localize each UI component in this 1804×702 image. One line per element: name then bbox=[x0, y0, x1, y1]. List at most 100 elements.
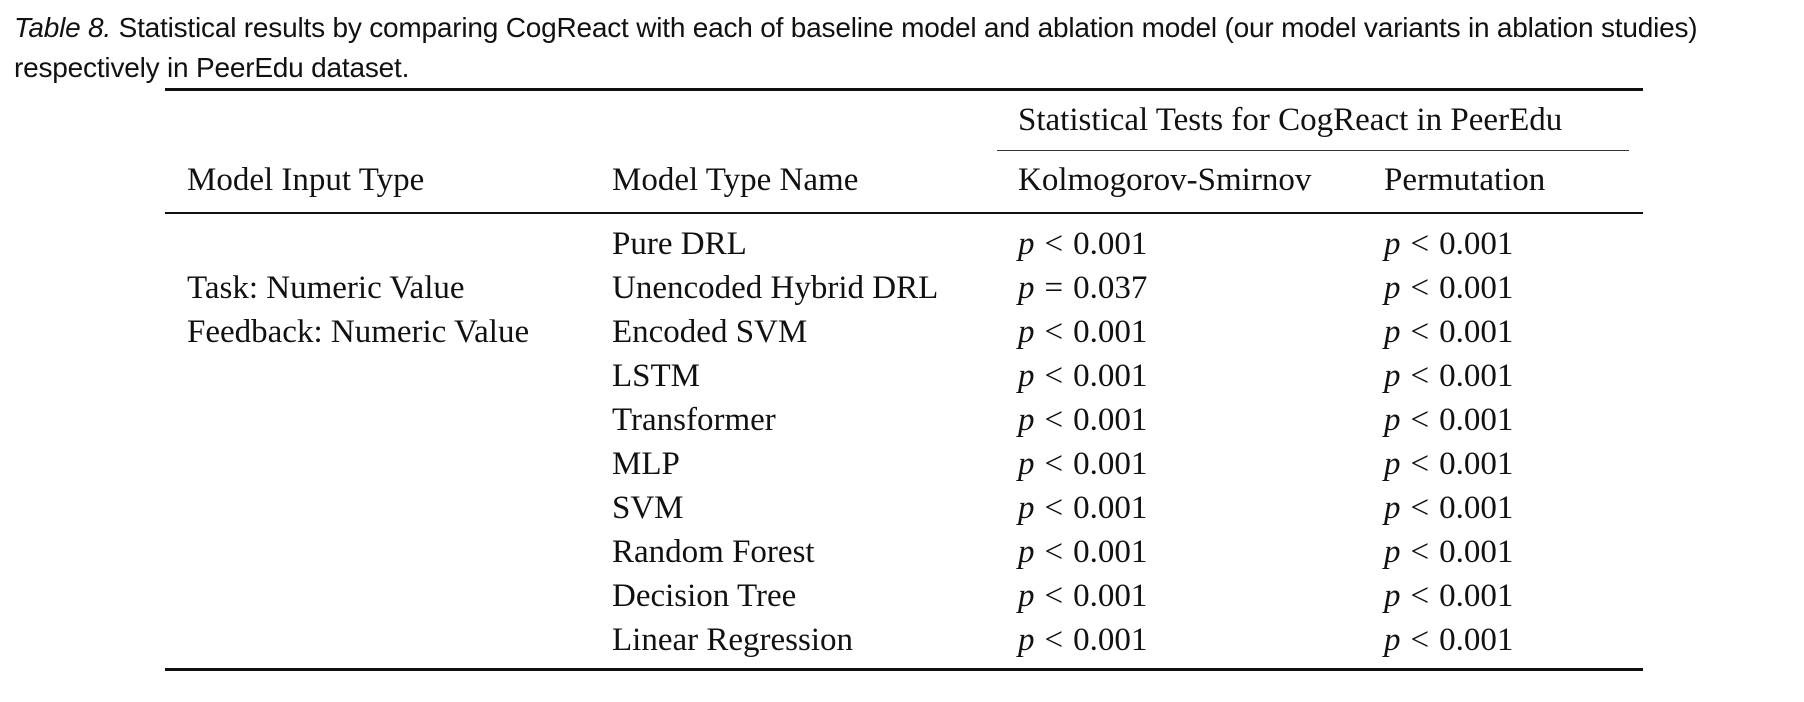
p-symbol: p bbox=[1018, 358, 1035, 394]
p-value-number: 0.001 bbox=[1439, 358, 1514, 394]
kolmogorov-smirnov-value: p <0.001 bbox=[1018, 488, 1147, 528]
kolmogorov-smirnov-value: p <0.001 bbox=[1018, 224, 1147, 264]
p-value-number: 0.037 bbox=[1073, 270, 1148, 306]
table-row: SVM p <0.001 p <0.001 bbox=[165, 488, 1643, 532]
relation-symbol: < bbox=[1044, 622, 1064, 658]
model-type-name: Encoded SVM bbox=[612, 314, 808, 350]
p-symbol: p bbox=[1384, 446, 1401, 482]
model-type-name: Linear Regression bbox=[612, 622, 854, 658]
table-row: LSTM p <0.001 p <0.001 bbox=[165, 356, 1643, 400]
permutation-value: p <0.001 bbox=[1384, 268, 1513, 308]
p-symbol: p bbox=[1384, 490, 1401, 526]
relation-symbol: < bbox=[1410, 226, 1430, 262]
p-value-number: 0.001 bbox=[1073, 578, 1148, 614]
header-model-type-name: Model Type Name bbox=[612, 162, 859, 198]
table-top-rule bbox=[165, 88, 1643, 91]
p-symbol: p bbox=[1384, 270, 1401, 306]
permutation-value: p <0.001 bbox=[1384, 576, 1513, 616]
relation-symbol: = bbox=[1044, 270, 1064, 306]
model-type-name: SVM bbox=[612, 490, 684, 526]
caption-text: Statistical results by comparing CogReac… bbox=[14, 12, 1698, 83]
caption-label: Table 8. bbox=[14, 12, 112, 43]
permutation-value: p <0.001 bbox=[1384, 356, 1513, 396]
p-value-number: 0.001 bbox=[1073, 358, 1148, 394]
p-value-number: 0.001 bbox=[1439, 446, 1514, 482]
permutation-value: p <0.001 bbox=[1384, 224, 1513, 264]
p-value-number: 0.001 bbox=[1073, 446, 1148, 482]
p-value-number: 0.001 bbox=[1439, 578, 1514, 614]
p-value-number: 0.001 bbox=[1073, 226, 1148, 262]
relation-symbol: < bbox=[1044, 358, 1064, 394]
p-symbol: p bbox=[1384, 578, 1401, 614]
column-group-rule bbox=[997, 150, 1629, 151]
p-symbol: p bbox=[1018, 534, 1035, 570]
p-value-number: 0.001 bbox=[1439, 270, 1514, 306]
relation-symbol: < bbox=[1410, 622, 1430, 658]
p-symbol: p bbox=[1018, 578, 1035, 614]
p-symbol: p bbox=[1018, 402, 1035, 438]
table-row: Decision Tree p <0.001 p <0.001 bbox=[165, 576, 1643, 620]
p-symbol: p bbox=[1384, 358, 1401, 394]
p-value-number: 0.001 bbox=[1073, 534, 1148, 570]
header-model-input-type: Model Input Type bbox=[187, 162, 425, 198]
p-value-number: 0.001 bbox=[1073, 490, 1148, 526]
header-kolmogorov-smirnov: Kolmogorov-Smirnov bbox=[1018, 162, 1312, 198]
relation-symbol: < bbox=[1410, 314, 1430, 350]
p-symbol: p bbox=[1384, 226, 1401, 262]
relation-symbol: < bbox=[1410, 446, 1430, 482]
relation-symbol: < bbox=[1044, 578, 1064, 614]
p-value-number: 0.001 bbox=[1073, 622, 1148, 658]
p-symbol: p bbox=[1384, 534, 1401, 570]
table-row: Unencoded Hybrid DRL p = 0.037 p <0.001 bbox=[165, 268, 1643, 312]
model-type-name: Transformer bbox=[612, 402, 776, 438]
relation-symbol: < bbox=[1410, 578, 1430, 614]
kolmogorov-smirnov-value: p <0.001 bbox=[1018, 620, 1147, 660]
p-symbol: p bbox=[1018, 490, 1035, 526]
model-type-name: Decision Tree bbox=[612, 578, 797, 614]
permutation-value: p <0.001 bbox=[1384, 532, 1513, 572]
permutation-value: p <0.001 bbox=[1384, 312, 1513, 352]
p-value-number: 0.001 bbox=[1073, 402, 1148, 438]
kolmogorov-smirnov-value: p <0.001 bbox=[1018, 400, 1147, 440]
relation-symbol: < bbox=[1044, 446, 1064, 482]
p-value-number: 0.001 bbox=[1439, 490, 1514, 526]
permutation-value: p <0.001 bbox=[1384, 444, 1513, 484]
p-value-number: 0.001 bbox=[1439, 534, 1514, 570]
model-type-name: Pure DRL bbox=[612, 226, 747, 262]
permutation-value: p <0.001 bbox=[1384, 620, 1513, 660]
p-symbol: p bbox=[1018, 622, 1035, 658]
kolmogorov-smirnov-value: p = 0.037 bbox=[1018, 268, 1147, 308]
table-row: Linear Regression p <0.001 p <0.001 bbox=[165, 620, 1643, 664]
table-row: Transformer p <0.001 p <0.001 bbox=[165, 400, 1643, 444]
table-row: MLP p <0.001 p <0.001 bbox=[165, 444, 1643, 488]
kolmogorov-smirnov-value: p <0.001 bbox=[1018, 356, 1147, 396]
permutation-value: p <0.001 bbox=[1384, 400, 1513, 440]
p-value-number: 0.001 bbox=[1439, 314, 1514, 350]
header-permutation: Permutation bbox=[1384, 162, 1546, 198]
kolmogorov-smirnov-value: p <0.001 bbox=[1018, 532, 1147, 572]
table-bottom-rule bbox=[165, 668, 1643, 671]
p-symbol: p bbox=[1384, 314, 1401, 350]
table-caption: Table 8. Statistical results by comparin… bbox=[14, 8, 1794, 88]
model-input-type-feedback: Feedback: Numeric Value bbox=[187, 314, 530, 350]
column-group-header: Statistical Tests for CogReact in PeerEd… bbox=[1018, 102, 1563, 138]
relation-symbol: < bbox=[1044, 490, 1064, 526]
table-row: Pure DRL p <0.001 p <0.001 bbox=[165, 224, 1643, 268]
permutation-value: p <0.001 bbox=[1384, 488, 1513, 528]
relation-symbol: < bbox=[1410, 490, 1430, 526]
model-type-name: Random Forest bbox=[612, 534, 815, 570]
kolmogorov-smirnov-value: p <0.001 bbox=[1018, 576, 1147, 616]
p-value-number: 0.001 bbox=[1439, 622, 1514, 658]
p-value-number: 0.001 bbox=[1439, 402, 1514, 438]
header-rule bbox=[165, 212, 1643, 214]
p-value-number: 0.001 bbox=[1439, 226, 1514, 262]
p-value-number: 0.001 bbox=[1073, 314, 1148, 350]
kolmogorov-smirnov-value: p <0.001 bbox=[1018, 444, 1147, 484]
model-type-name: LSTM bbox=[612, 358, 701, 394]
relation-symbol: < bbox=[1044, 534, 1064, 570]
table-body: Pure DRL p <0.001 p <0.001 Unencoded Hybrid D… bbox=[165, 224, 1643, 664]
table-row: Random Forest p <0.001 p <0.001 bbox=[165, 532, 1643, 576]
p-symbol: p bbox=[1384, 622, 1401, 658]
model-input-type-task: Task: Numeric Value bbox=[187, 270, 465, 306]
p-symbol: p bbox=[1018, 446, 1035, 482]
